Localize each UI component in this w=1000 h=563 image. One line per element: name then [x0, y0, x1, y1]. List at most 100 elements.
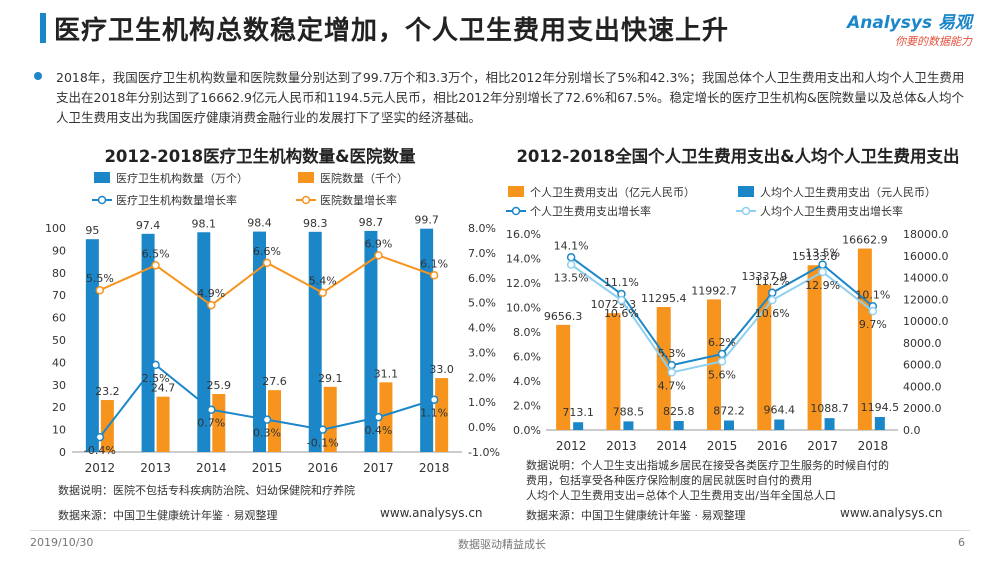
right-data-note-2: 费用，包括享受各种医疗保险制度的居民就医时自付的费用 — [526, 474, 812, 487]
bar-institutions — [308, 231, 322, 452]
x-tick-label: 2017 — [807, 439, 838, 453]
x-tick-label: 2016 — [307, 461, 338, 475]
data-label-growth: 10.6% — [755, 307, 790, 320]
line-point — [429, 395, 439, 404]
x-tick-label: 2015 — [707, 439, 738, 453]
data-label-total-expense: 13337.9 — [742, 270, 788, 283]
bar-institutions — [420, 228, 434, 452]
right-chart: 个人卫生费用支出（亿元人民币） 人均个人卫生费用支出（元人民币） 个人卫生费用支出增… — [506, 185, 949, 453]
y-right-tick: 3.0% — [468, 346, 496, 359]
y-left-tick: 100 — [45, 222, 66, 235]
data-label-growth: 9.7% — [859, 318, 887, 331]
line-point — [207, 300, 216, 310]
y-right-tick: 7.0% — [468, 247, 496, 260]
left-chart: 医疗卫生机构数量（万个） 医院数量（千个） 医疗卫生机构数量增长率 医院数量增长率 0 1… — [45, 171, 500, 475]
bar-total-expense — [757, 284, 772, 430]
y-left-tick: 60 — [52, 312, 66, 325]
x-tick-label: 2014 — [196, 461, 227, 475]
bar-per-capita-expense — [724, 420, 734, 430]
legend-label-3: 医院数量增长率 — [320, 193, 397, 207]
right-data-note-3: 人均个人卫生费用支出=总体个人卫生费用支出/当年全国总人口 — [526, 489, 836, 502]
data-label-growth: -0.4% — [84, 444, 116, 457]
data-label-growth: 5.5% — [86, 272, 114, 285]
y-right-tick: 0.0% — [468, 421, 496, 434]
data-label-growth: 0.4% — [364, 424, 392, 437]
line-point — [768, 288, 777, 298]
y-left-tick: 20 — [52, 401, 66, 414]
y-right-tick: 6.0% — [468, 272, 496, 285]
line-point — [95, 285, 105, 295]
line-point — [566, 253, 576, 262]
x-tick-label: 2016 — [757, 439, 788, 453]
logo-sub-text: 你要的数据能力 — [895, 35, 972, 48]
x-tick-label: 2013 — [140, 461, 171, 475]
data-label-institutions: 98.1 — [192, 217, 217, 230]
x-tick-label: 2014 — [656, 439, 687, 453]
page-title: 医疗卫生机构总数稳定增加，个人卫生费用支出快速上升 — [54, 16, 730, 46]
data-label-per-capita-expense: 825.8 — [663, 405, 695, 418]
y-left-tick: 2.0% — [513, 400, 541, 413]
line-point — [768, 295, 777, 305]
legend-swatch-0 — [508, 186, 524, 197]
y-right-tick: 4.0% — [468, 322, 496, 335]
left-data-note: 数据说明：医院不包括专科疾病防治院、妇幼保健院和疗养院 — [58, 484, 355, 497]
legend-label-2: 个人卫生费用支出增长率 — [530, 204, 651, 218]
y-left-tick: 16.0% — [506, 228, 541, 241]
footer-slogan: 数据驱动精益成长 — [458, 538, 546, 551]
legend-swatch-1 — [298, 172, 314, 183]
y-right-tick: 5.0% — [468, 297, 496, 310]
data-label-institutions: 95 — [85, 224, 99, 237]
bar-institutions — [253, 231, 266, 452]
data-label-institutions: 98.7 — [359, 216, 384, 229]
y-left-tick: 12.0% — [506, 277, 541, 290]
legend-label-0: 个人卫生费用支出（亿元人民币） — [530, 185, 695, 199]
data-label-growth: 13.5% — [805, 247, 840, 260]
y-right-tick: 4000.0 — [903, 380, 942, 393]
line-point — [151, 261, 160, 270]
line-point — [617, 295, 626, 305]
left-chart-title: 2012-2018医疗卫生机构数量&医院数量 — [104, 147, 416, 166]
x-tick-label: 2012 — [85, 461, 116, 475]
y-right-tick: 16000.0 — [903, 250, 949, 263]
legend-marker-3 — [741, 206, 751, 216]
data-label-per-capita-expense: 872.2 — [713, 405, 745, 418]
y-left-tick: 70 — [52, 289, 66, 302]
line-point — [818, 260, 827, 269]
data-label-total-expense: 11295.4 — [641, 292, 687, 305]
x-tick-label: 2018 — [419, 461, 450, 475]
data-label-growth: 6.5% — [142, 247, 170, 260]
data-label-growth: 14.1% — [554, 239, 589, 252]
y-right-tick: 1.0% — [468, 396, 496, 409]
line-point — [262, 258, 272, 268]
data-label-growth: 4.7% — [658, 379, 686, 392]
bar-per-capita-expense — [673, 421, 684, 430]
bar-hospitals — [435, 378, 449, 452]
data-label-total-expense: 9656.3 — [544, 310, 583, 323]
data-label-institutions: 99.7 — [414, 214, 439, 227]
data-label-institutions: 98.4 — [247, 217, 272, 230]
bar-total-expense — [707, 299, 721, 430]
bar-hospitals — [212, 393, 226, 452]
y-right-tick: 0.0 — [903, 424, 921, 437]
bar-institutions — [141, 233, 155, 452]
line-point — [374, 412, 383, 422]
right-website: www.analysys.cn — [840, 506, 943, 520]
data-label-institutions: 97.4 — [136, 219, 161, 232]
data-label-per-capita-expense: 788.5 — [613, 405, 645, 418]
data-label-growth: 12.9% — [805, 279, 840, 292]
left-website: www.analysys.cn — [380, 506, 483, 520]
bar-hospitals — [156, 396, 170, 452]
legend-label-2: 医疗卫生机构数量增长率 — [116, 193, 237, 207]
y-left-tick: 30 — [52, 379, 66, 392]
bar-total-expense — [807, 265, 822, 430]
y-left-tick: 6.0% — [513, 351, 541, 364]
line-point — [868, 306, 878, 316]
y-left-tick: 8.0% — [513, 326, 541, 339]
data-label-growth: 13.5% — [554, 272, 589, 285]
data-label-growth: 10.6% — [604, 307, 639, 320]
summary-bullet-icon — [34, 72, 42, 80]
legend-marker-2 — [511, 206, 521, 216]
bar-total-expense — [857, 248, 872, 430]
line-point — [374, 251, 383, 260]
line-point — [95, 432, 105, 442]
